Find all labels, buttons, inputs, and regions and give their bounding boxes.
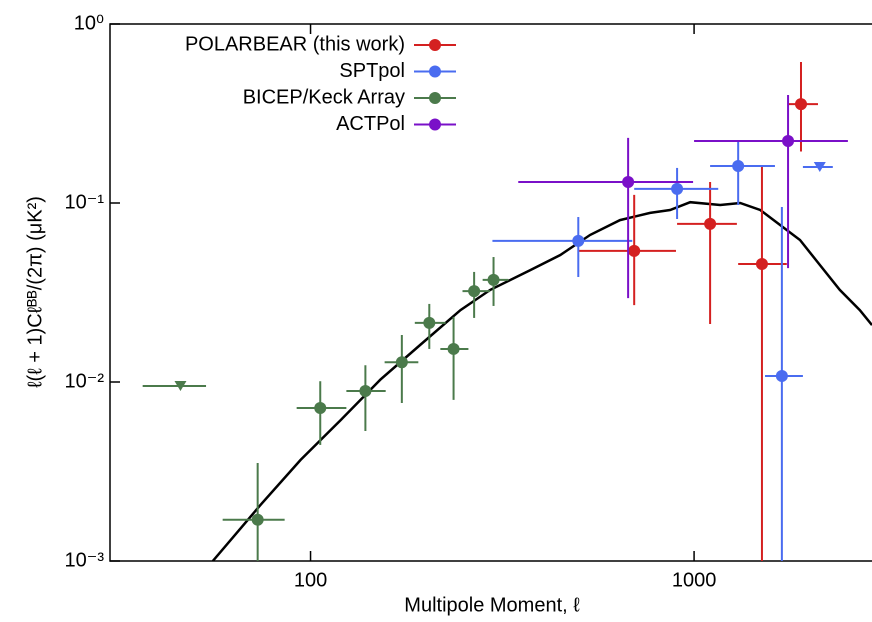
upper-limit-marker: [174, 380, 187, 391]
data-point: [314, 401, 327, 414]
y-axis-label: ℓ(ℓ + 1)Cℓᴮᴮ/(2π) (μK²): [24, 196, 46, 388]
data-point: [423, 316, 436, 329]
x-axis-label: Multipole Moment, ℓ: [404, 594, 580, 616]
legend-dot: [429, 65, 441, 78]
data-point: [395, 356, 408, 369]
legend-dot: [429, 39, 441, 51]
legend-label: POLARBEAR (this work): [185, 33, 405, 55]
y-tick-label: 10⁰: [74, 12, 104, 34]
data-point: [628, 244, 641, 257]
data-point: [704, 217, 717, 230]
y-tick-label: 10⁻³: [65, 549, 105, 571]
data-point: [755, 258, 768, 271]
y-tick-label: 10⁻²: [65, 370, 105, 392]
data-point: [487, 273, 500, 286]
legend-dot: [429, 92, 441, 104]
data-point: [794, 98, 807, 111]
data-point: [782, 135, 795, 148]
legend-dot: [429, 118, 441, 131]
theory-curve: [211, 200, 872, 561]
x-tick-label: 100: [294, 569, 327, 591]
data-point: [359, 384, 372, 397]
upper-limit-marker: [813, 161, 826, 172]
legend-label: SPTpol: [339, 60, 405, 82]
x-tick-label: 1000: [672, 569, 717, 591]
data-point: [251, 513, 264, 526]
data-point: [447, 342, 460, 355]
legend-label: BICEP/Keck Array: [243, 86, 405, 108]
plot-area: [142, 62, 872, 561]
y-tick-label: 10⁻¹: [65, 191, 105, 213]
plot-frame: [109, 23, 872, 562]
data-point: [775, 370, 788, 383]
data-point: [622, 176, 635, 189]
legend-label: ACTPol: [336, 113, 405, 135]
data-point: [572, 234, 585, 247]
data-point: [671, 182, 684, 195]
data-point: [468, 285, 481, 298]
data-point: [732, 159, 745, 172]
